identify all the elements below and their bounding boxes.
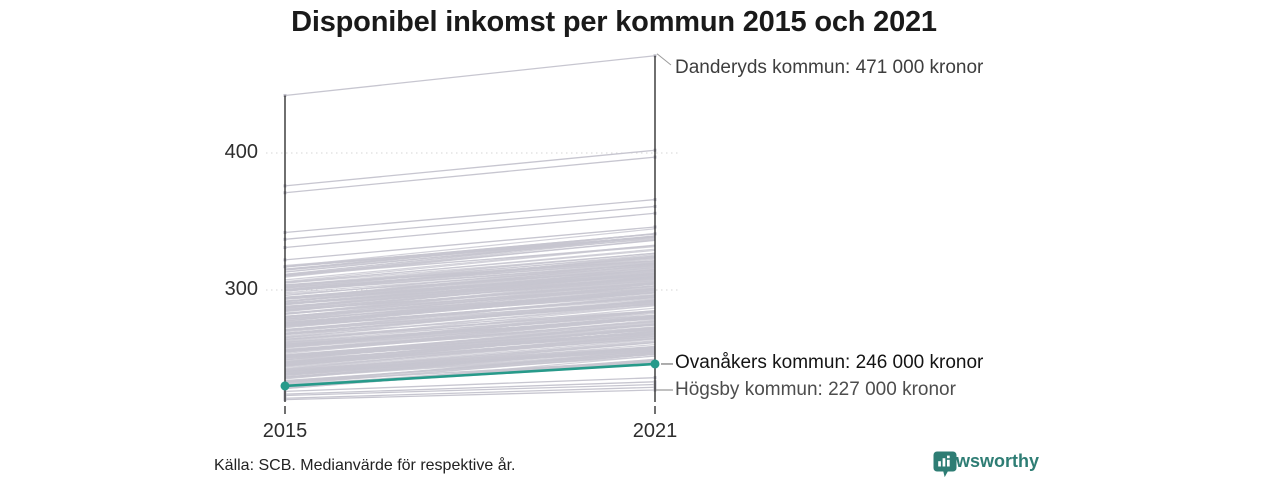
annotation-ovanaker: Ovanåkers kommun: 246 000 kronor [675,352,984,373]
chart-title: Disponibel inkomst per kommun 2015 och 2… [291,6,937,38]
x-axis-tick-2015: 2015 [262,420,308,442]
newsworthy-bar-chart-bubble-icon [933,451,957,478]
annotation-hogsby: Högsby kommun: 227 000 kronor [675,379,956,400]
annotation-danderyd: Danderyds kommun: 471 000 kronor [675,57,984,78]
newsworthy-logo-text: Newsworthy [933,451,1040,471]
y-axis-tick-400: 400 [224,141,258,163]
y-axis-tick-300: 300 [224,278,258,300]
x-axis-tick-2021: 2021 [632,420,678,442]
source-note: Källa: SCB. Medianvärde för respektive å… [214,457,516,474]
newsworthy-logo: Newsworthy [933,451,1040,478]
